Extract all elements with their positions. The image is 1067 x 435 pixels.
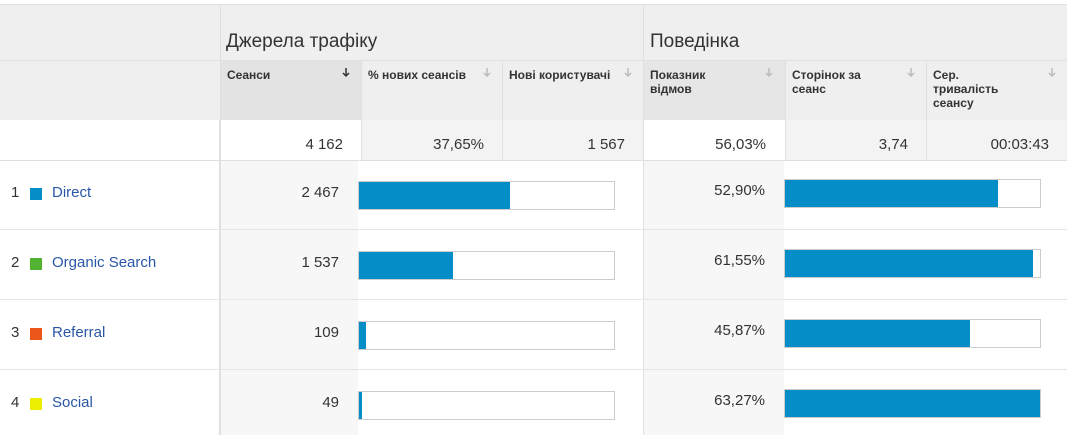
col-divider [361, 60, 362, 160]
group-title: Джерела трафіку [226, 31, 378, 52]
bounce-value: 52,90% [714, 182, 765, 199]
total-value: 3,74 [878, 136, 908, 153]
sessions-bar [359, 392, 362, 419]
sessions-bar-track [358, 391, 615, 420]
left-divider [219, 120, 220, 435]
header-top-line [0, 0, 1067, 5]
sort-arrow [907, 68, 915, 78]
total-value: 56,03% [715, 136, 766, 153]
column-header: Показник відмов [650, 68, 706, 96]
sessions-value: 49 [322, 394, 339, 411]
total-value: 37,65% [433, 136, 484, 153]
col-divider [643, 5, 644, 435]
rank: 4 [11, 394, 20, 411]
column-header: % нових сеансів [368, 68, 466, 82]
sort-icon [765, 68, 773, 81]
bounce-value: 45,87% [714, 322, 765, 339]
header-bg [0, 5, 1067, 120]
column-header: Сторінок за сеанс [792, 68, 861, 96]
sessions-bar [359, 252, 454, 279]
group-title: Поведінка [650, 31, 740, 52]
bounce-bar [785, 320, 970, 347]
column-header: Сеанси [227, 68, 271, 82]
sort-arrow [765, 68, 773, 78]
bounce-bar [785, 250, 1034, 277]
sort-arrow [483, 68, 491, 78]
total-value: 4 162 [305, 136, 343, 153]
col-divider [220, 5, 221, 435]
sort-icon [1048, 68, 1056, 81]
sessions-value: 2 467 [301, 184, 339, 201]
bounce-bar [785, 390, 1040, 417]
sort-arrow [342, 68, 350, 78]
total-value: 00:03:43 [990, 136, 1049, 153]
rank: 2 [11, 254, 20, 271]
channel-name[interactable]: Referral [52, 324, 106, 341]
channel-name[interactable]: Social [52, 394, 93, 411]
bounce-col-bg [643, 160, 784, 435]
col-divider [785, 60, 786, 160]
sort-arrow [624, 68, 632, 78]
channel-swatch [30, 398, 42, 410]
totals-line [0, 160, 1067, 161]
bounce-value: 61,55% [714, 252, 765, 269]
sessions-bar [359, 182, 511, 209]
sessions-bar [359, 322, 366, 349]
total-value: 1 567 [587, 136, 625, 153]
channel-name[interactable]: Organic Search [52, 254, 157, 271]
header-divider [0, 60, 1067, 61]
sessions-value: 1 537 [301, 254, 339, 271]
rank: 3 [11, 324, 20, 341]
rank: 1 [11, 184, 20, 201]
col-divider [926, 60, 927, 160]
channel-name[interactable]: Direct [52, 184, 92, 201]
column-header: Нові користувачі [509, 68, 611, 82]
channel-swatch [30, 188, 42, 200]
bounce-header [643, 60, 785, 120]
channel-swatch [30, 258, 42, 270]
bounce-value: 63,27% [714, 392, 765, 409]
row-line [0, 229, 1067, 230]
bounce-bar [785, 180, 999, 207]
col-divider [502, 60, 503, 160]
sort-icon [483, 68, 491, 81]
sort-arrow [1048, 68, 1056, 78]
row-line [0, 369, 1067, 370]
sessions-bar-track [358, 321, 615, 350]
sessions-value: 109 [313, 324, 339, 341]
row-line [0, 299, 1067, 300]
sorted-header [220, 60, 361, 120]
channel-swatch [30, 328, 42, 340]
sessions-col-bg [220, 160, 358, 435]
sort-icon [907, 68, 915, 81]
column-header: Сер. тривалість сеансу [933, 68, 999, 110]
sort-icon [624, 68, 632, 81]
sort-icon [342, 68, 350, 81]
